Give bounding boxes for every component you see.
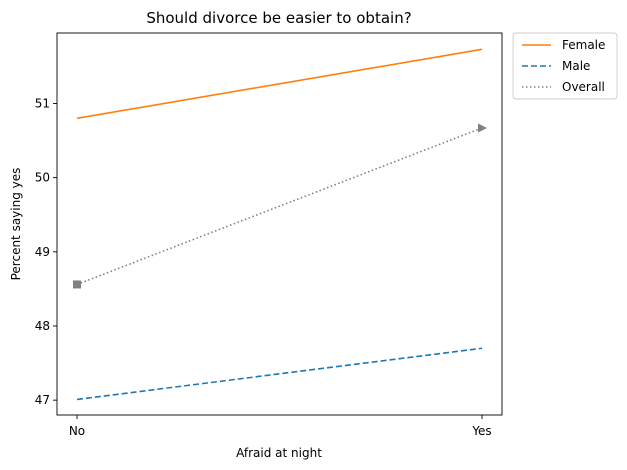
legend-label-female: Female bbox=[562, 38, 605, 52]
x-tick-label: Yes bbox=[471, 424, 491, 438]
series-line-overall bbox=[76, 127, 483, 286]
y-axis-label: Percent saying yes bbox=[9, 168, 23, 281]
legend-label-overall: Overall bbox=[562, 80, 605, 94]
y-tick-label: 49 bbox=[35, 245, 50, 259]
series-line-male bbox=[76, 347, 483, 401]
point-marker-overall-no bbox=[73, 280, 81, 289]
legend-frame bbox=[512, 32, 618, 100]
y-tick-label: 51 bbox=[35, 96, 50, 110]
legend: Female Male Overall bbox=[512, 32, 618, 100]
x-axis: No Yes bbox=[69, 415, 492, 438]
y-axis: 47 48 49 50 51 bbox=[35, 96, 57, 407]
chart-title: Should divorce be easier to obtain? bbox=[146, 9, 411, 27]
point-marker-overall-yes bbox=[478, 123, 487, 133]
y-tick-label: 47 bbox=[35, 393, 50, 407]
series-group bbox=[73, 48, 487, 401]
series-line-female bbox=[76, 48, 483, 120]
x-tick-label: No bbox=[69, 424, 85, 438]
x-axis-label: Afraid at night bbox=[236, 446, 322, 460]
legend-label-male: Male bbox=[562, 59, 590, 73]
plot-frame bbox=[56, 32, 503, 416]
y-tick-label: 48 bbox=[35, 319, 50, 333]
y-tick-label: 50 bbox=[35, 171, 50, 185]
